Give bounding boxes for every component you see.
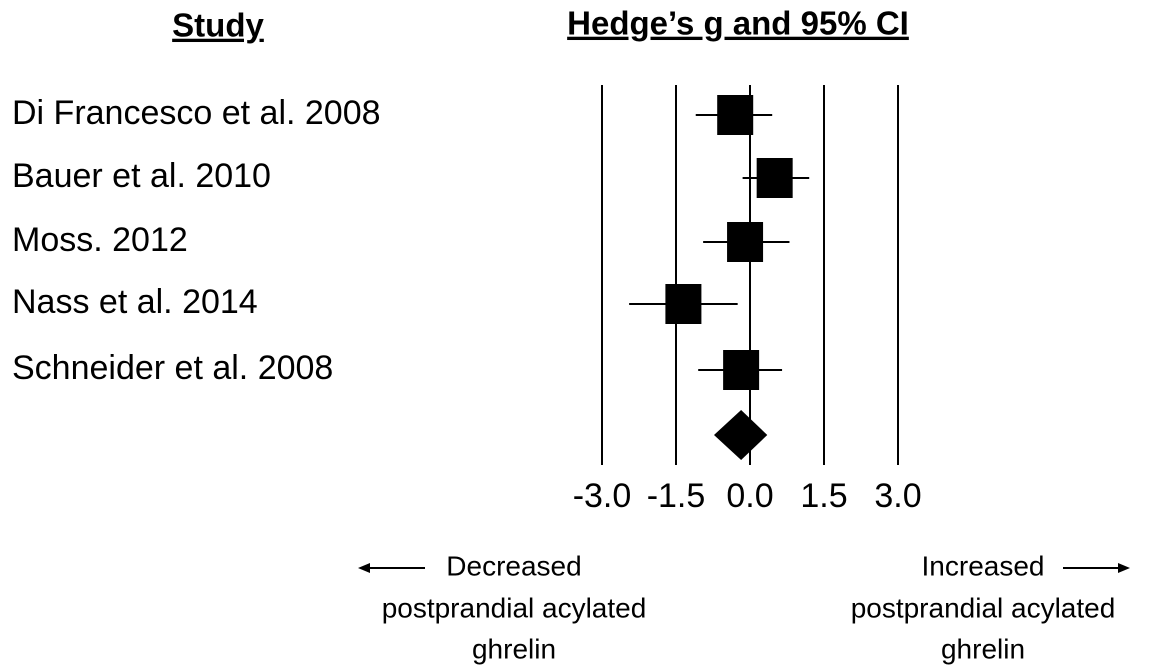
effect-square [717,95,754,135]
study-label: Nass et al. 2014 [12,283,258,321]
x-tick-label: 0.0 [726,477,773,515]
annotation: postprandial acylated [382,592,647,623]
annotation: ghrelin [472,633,556,664]
effect-square [727,222,764,262]
category-header: Study [172,7,264,44]
effect-square [723,350,760,390]
annotation: Increased [922,550,1045,581]
effect-square [756,158,793,198]
study-label: Bauer et al. 2010 [12,157,271,195]
arrow-left [358,563,425,573]
annotation: postprandial acylated [851,592,1116,623]
effect-square [665,284,702,324]
annotation: Decreased [446,550,581,581]
x-tick-label: 1.5 [800,477,847,515]
chart-title: Hedge’s g and 95% CI [567,5,909,42]
x-tick-label: 3.0 [874,477,921,515]
study-label: Di Francesco et al. 2008 [12,94,381,132]
x-tick-label: -3.0 [573,477,632,515]
summary-diamond [713,410,768,460]
study-label: Schneider et al. 2008 [12,349,333,387]
arrow-right [1063,563,1130,573]
x-tick-label: -1.5 [647,477,706,515]
study-label: Moss. 2012 [12,221,188,259]
annotation: ghrelin [941,633,1025,664]
